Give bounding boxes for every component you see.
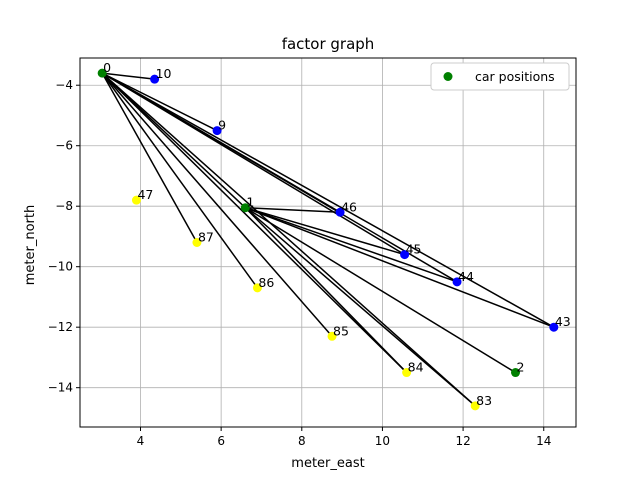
node-2: [511, 368, 521, 378]
node-1: [240, 203, 250, 213]
edge-1-83: [244, 207, 476, 407]
edge-1-45: [245, 206, 405, 256]
legend-marker-car: [443, 72, 453, 81]
edge-0-87: [101, 72, 198, 243]
node-label-45: 45: [406, 242, 422, 257]
legend-label-car: car positions: [475, 69, 555, 84]
node-label-1: 1: [246, 195, 254, 210]
node-45: [400, 250, 410, 260]
y-tick-label: −4: [55, 78, 73, 92]
node-86: [252, 283, 262, 293]
y-tick-label: −6: [55, 139, 73, 153]
node-84: [402, 368, 412, 378]
edge-0-86: [101, 72, 259, 289]
y-tick-label: −10: [48, 260, 73, 274]
y-tick-label: −8: [55, 199, 73, 213]
node-0: [97, 68, 107, 78]
y-tick-label: −12: [48, 320, 73, 334]
node-label-2: 2: [517, 360, 525, 375]
grid: [80, 58, 576, 427]
node-label-86: 86: [258, 275, 274, 290]
x-tick-label: 10: [375, 434, 390, 448]
node-83: [470, 401, 480, 411]
node-label-83: 83: [476, 393, 492, 408]
node-43: [549, 322, 559, 332]
node-85: [327, 331, 337, 341]
edge-0-44: [101, 72, 458, 283]
edge-0-9: [101, 72, 218, 132]
node-label-85: 85: [333, 323, 349, 338]
node-10: [150, 74, 160, 84]
axes: 4 6 8 10 12 14−4−6−8−10−12−14: [48, 57, 577, 448]
chart-title: factor graph: [282, 35, 375, 53]
x-tick-label: 4: [137, 434, 145, 448]
edge-1-2: [244, 207, 516, 374]
x-tick-label: 6: [217, 434, 225, 448]
node-label-44: 44: [458, 269, 474, 284]
edge-0-10: [102, 72, 155, 80]
x-tick-label: 12: [455, 434, 470, 448]
node-label-43: 43: [555, 314, 571, 329]
x-tick-label: 8: [298, 434, 306, 448]
legend: car positions: [430, 62, 570, 91]
node-47: [131, 195, 141, 205]
plot-frame: [79, 57, 577, 428]
edge-1-44: [245, 207, 458, 283]
node-label-46: 46: [341, 199, 357, 214]
node-label-0: 0: [103, 60, 111, 75]
y-tick-label: −14: [48, 381, 73, 395]
edges: [101, 72, 555, 407]
nodes: [97, 68, 559, 411]
edge-1-43: [245, 207, 555, 328]
edge-0-83: [101, 72, 476, 407]
edge-1-46: [245, 206, 341, 214]
node-44: [452, 277, 462, 287]
node-labels: 0 1 2 10 9 46 45 44 43 47 87 86 85 84 83: [103, 60, 571, 408]
edge-0-85: [101, 72, 333, 337]
node-87: [192, 238, 202, 247]
edge-0-84: [101, 72, 408, 374]
node-label-9: 9: [218, 118, 226, 133]
x-axis-label: meter_east: [291, 456, 364, 471]
legend-box: [430, 62, 570, 91]
node-label-87: 87: [198, 230, 214, 245]
edge-0-43: [101, 72, 555, 328]
node-9: [212, 126, 222, 136]
x-tick-label: 14: [536, 434, 551, 448]
node-46: [335, 207, 345, 217]
y-axis-label: meter_north: [23, 205, 38, 285]
edge-1-84: [244, 207, 408, 374]
node-label-47: 47: [137, 187, 153, 202]
node-label-84: 84: [408, 360, 424, 375]
node-label-10: 10: [156, 66, 172, 81]
